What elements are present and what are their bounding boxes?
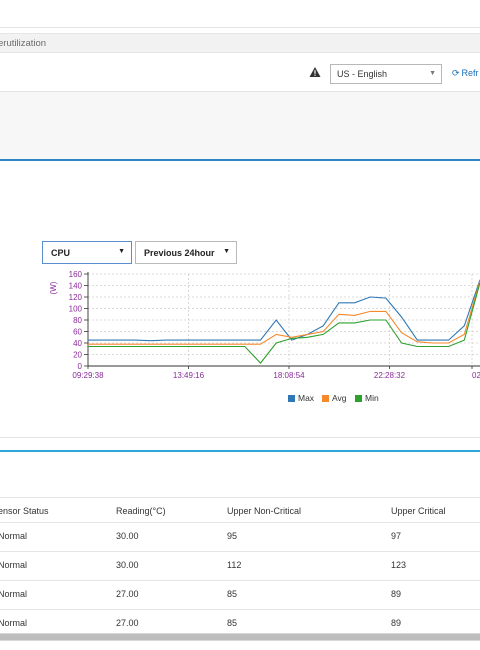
legend-label-avg: Avg — [332, 393, 347, 403]
y-tick-label: 20 — [73, 351, 82, 360]
table-cell: 123 — [391, 560, 407, 570]
sensor-select[interactable]: CPU ▼ — [42, 241, 132, 264]
table-row[interactable]: Normal 30.00 95 97 — [0, 522, 480, 551]
table-row[interactable]: Normal 27.00 85 89 — [0, 609, 480, 638]
warning-icon[interactable] — [309, 66, 321, 78]
table-cell: 89 — [391, 618, 402, 628]
table-cell: 27.00 — [116, 589, 139, 599]
y-tick-label: 40 — [73, 339, 82, 348]
table-row[interactable]: Normal 27.00 85 89 — [0, 580, 480, 609]
table-cell: Normal — [0, 618, 28, 628]
series-line-max — [88, 279, 480, 342]
chevron-down-icon: ▼ — [223, 248, 230, 255]
table-header-row: ensor Status Reading(°C) Upper Non-Criti… — [0, 497, 480, 526]
y-axis-label: (W) — [49, 281, 58, 294]
info-panel — [0, 92, 480, 160]
series-line-avg — [88, 280, 480, 345]
table-cell: 30.00 — [116, 531, 139, 541]
time-range-select-value: Previous 24hour — [144, 248, 215, 258]
table-cell: 85 — [227, 589, 238, 599]
x-tick-label: 13:49:16 — [173, 371, 205, 380]
section-divider — [0, 437, 480, 438]
y-tick-label: 100 — [69, 305, 83, 314]
scrollbar-thumb[interactable] — [0, 634, 480, 640]
top-bar — [0, 0, 480, 28]
legend-label-min: Min — [365, 393, 379, 403]
table-cell: Normal — [0, 531, 28, 541]
x-tick-label: 02:48 — [472, 371, 480, 380]
x-tick-label: 09:29:38 — [72, 371, 104, 380]
legend-item-avg[interactable]: Avg — [322, 393, 347, 403]
column-header[interactable]: Upper Non-Critical — [227, 506, 302, 516]
series-line-min — [88, 282, 480, 364]
column-header[interactable]: Upper Critical — [391, 506, 446, 516]
legend-swatch-max — [288, 395, 295, 402]
chevron-down-icon: ▼ — [429, 70, 436, 77]
table-cell: 89 — [391, 589, 402, 599]
y-tick-label: 120 — [69, 293, 83, 302]
refresh-icon: ⟳ — [452, 68, 460, 78]
language-select-value: US - English — [337, 69, 388, 79]
table-row[interactable]: Normal 30.00 112 123 — [0, 551, 480, 580]
column-header[interactable]: Reading(°C) — [116, 506, 166, 516]
table-cell: 85 — [227, 618, 238, 628]
column-header[interactable]: ensor Status — [0, 506, 49, 516]
table-cell: 27.00 — [116, 618, 139, 628]
y-tick-label: 60 — [73, 328, 82, 337]
refresh-button[interactable]: ⟳ Refr — [452, 68, 479, 79]
breadcrumb: erutilization — [0, 38, 47, 49]
section-header-line — [0, 450, 480, 452]
legend-label-max: Max — [298, 393, 315, 403]
x-tick-label: 22:28:32 — [374, 371, 406, 380]
legend-swatch-min — [355, 395, 362, 402]
chevron-down-icon: ▼ — [118, 248, 125, 255]
table-cell: 30.00 — [116, 560, 139, 570]
chart-svg: 160 140 120 100 80 60 40 20 009:29:38 13:49:16 18:… — [49, 270, 480, 380]
x-tick-label: 18:08:54 — [273, 371, 305, 380]
power-chart: 160 140 120 100 80 60 40 20 0 09:29:38 13:49:16 18:… — [48, 268, 480, 408]
table-cell: 112 — [227, 560, 242, 570]
y-tick-label: 0 — [78, 362, 83, 371]
y-tick-label: 140 — [69, 282, 83, 291]
legend-item-max[interactable]: Max — [288, 393, 314, 403]
y-tick-label: 80 — [73, 316, 82, 325]
panel-divider — [0, 159, 480, 161]
table-cell: Normal — [0, 560, 28, 570]
sensor-select-value: CPU — [51, 248, 71, 258]
y-tick-label: 160 — [69, 270, 83, 279]
breadcrumb-bar: erutilization — [0, 33, 480, 53]
table-cell: 95 — [227, 531, 238, 541]
table-cell: Normal — [0, 589, 28, 599]
time-range-select[interactable]: Previous 24hour ▼ — [135, 241, 237, 264]
legend-swatch-avg — [322, 395, 329, 402]
legend-item-min[interactable]: Min — [355, 393, 379, 403]
language-select[interactable]: US - English ▼ — [330, 64, 442, 84]
refresh-label: Refr — [461, 68, 479, 78]
table-cell: 97 — [391, 531, 402, 541]
